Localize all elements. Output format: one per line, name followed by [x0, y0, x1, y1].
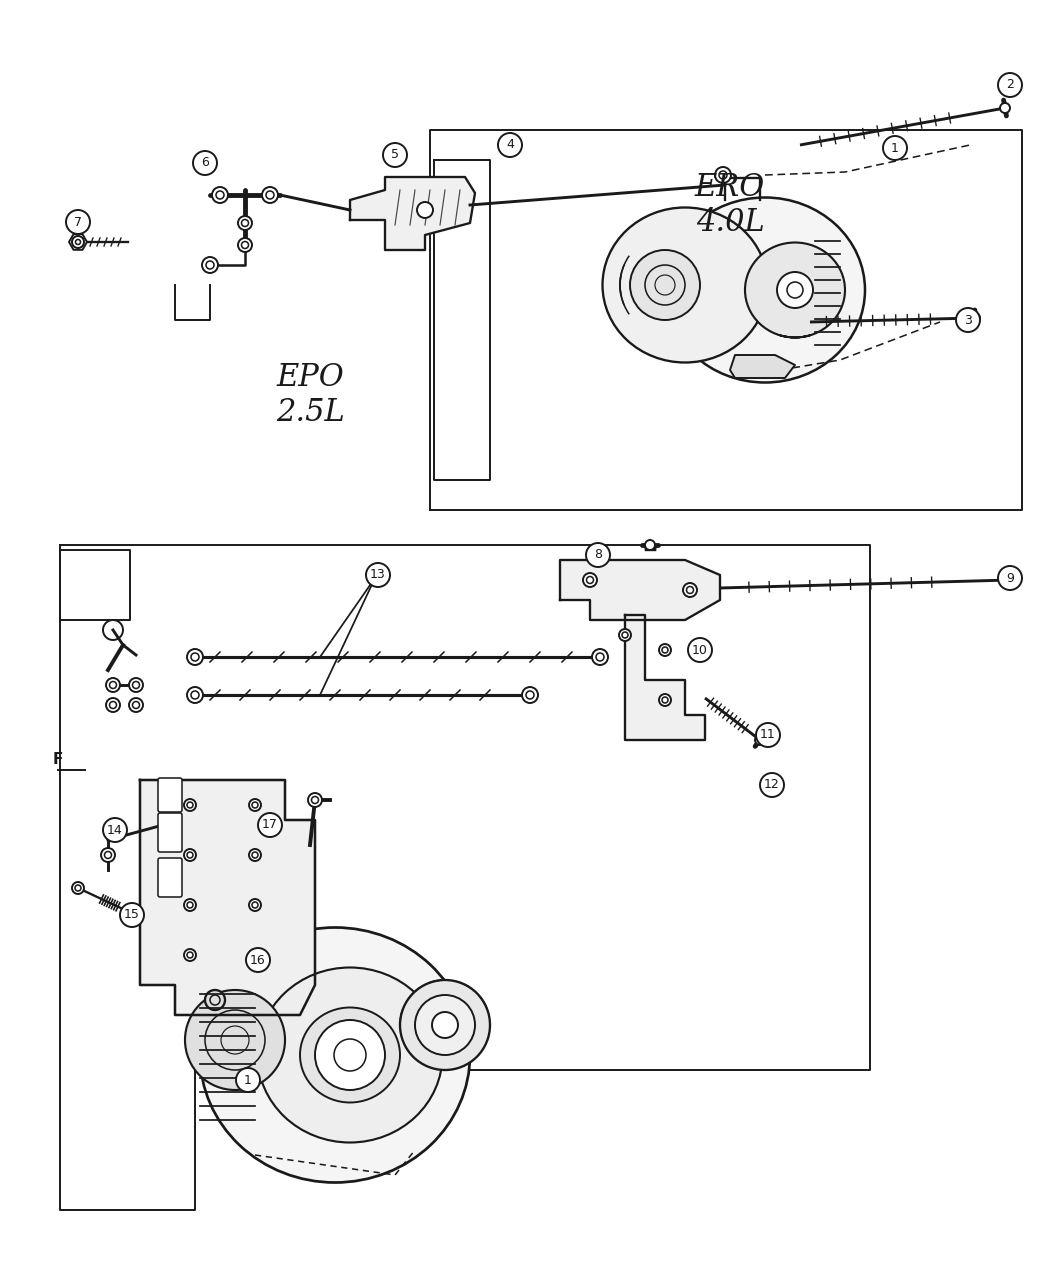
- Circle shape: [120, 903, 144, 927]
- Ellipse shape: [257, 968, 442, 1142]
- Circle shape: [258, 813, 282, 836]
- Circle shape: [205, 989, 225, 1010]
- Text: 14: 14: [107, 824, 123, 836]
- Ellipse shape: [665, 198, 865, 382]
- Circle shape: [249, 799, 261, 811]
- Circle shape: [262, 187, 278, 203]
- Text: 4: 4: [506, 139, 513, 152]
- Circle shape: [400, 980, 490, 1070]
- Circle shape: [185, 989, 285, 1090]
- Circle shape: [238, 215, 252, 230]
- Text: 15: 15: [124, 909, 140, 922]
- Circle shape: [756, 723, 780, 747]
- Circle shape: [755, 734, 765, 745]
- Text: 17: 17: [262, 819, 278, 831]
- Text: 5: 5: [391, 148, 399, 162]
- Polygon shape: [350, 177, 475, 250]
- Circle shape: [415, 994, 475, 1054]
- Circle shape: [187, 687, 203, 703]
- Circle shape: [970, 312, 980, 323]
- Circle shape: [883, 136, 907, 159]
- Circle shape: [187, 649, 203, 666]
- Text: 12: 12: [764, 779, 780, 792]
- Circle shape: [586, 543, 610, 567]
- Circle shape: [998, 73, 1022, 97]
- Text: 13: 13: [370, 569, 386, 581]
- Circle shape: [998, 566, 1022, 590]
- Circle shape: [129, 678, 143, 692]
- Circle shape: [184, 899, 196, 912]
- Ellipse shape: [746, 242, 845, 338]
- Circle shape: [308, 793, 322, 807]
- Circle shape: [659, 694, 671, 706]
- Ellipse shape: [300, 1007, 400, 1103]
- Circle shape: [72, 236, 84, 249]
- Text: 8: 8: [594, 548, 602, 561]
- Circle shape: [101, 848, 116, 862]
- Circle shape: [956, 309, 980, 332]
- Circle shape: [184, 949, 196, 961]
- FancyBboxPatch shape: [158, 858, 182, 898]
- FancyBboxPatch shape: [158, 813, 182, 852]
- Circle shape: [620, 629, 631, 641]
- Circle shape: [249, 849, 261, 861]
- Circle shape: [630, 250, 700, 320]
- FancyBboxPatch shape: [158, 778, 182, 812]
- Text: EPO
2.5L: EPO 2.5L: [275, 362, 344, 428]
- Text: 6: 6: [201, 157, 209, 170]
- Text: 10: 10: [692, 644, 708, 657]
- Circle shape: [777, 272, 813, 309]
- Circle shape: [715, 167, 731, 184]
- Circle shape: [106, 678, 120, 692]
- Text: 11: 11: [760, 728, 776, 742]
- Circle shape: [659, 644, 671, 657]
- Polygon shape: [560, 560, 720, 620]
- Circle shape: [682, 583, 697, 597]
- Circle shape: [184, 799, 196, 811]
- Ellipse shape: [200, 927, 470, 1182]
- Text: 1: 1: [244, 1074, 252, 1086]
- Circle shape: [72, 882, 84, 894]
- Circle shape: [1005, 575, 1015, 585]
- Circle shape: [498, 133, 522, 157]
- Circle shape: [583, 572, 597, 586]
- Text: 9: 9: [1006, 571, 1014, 584]
- Polygon shape: [140, 780, 315, 1015]
- Circle shape: [238, 238, 252, 252]
- Polygon shape: [69, 235, 87, 250]
- Text: 7: 7: [74, 215, 82, 228]
- Circle shape: [212, 187, 228, 203]
- Circle shape: [103, 819, 127, 842]
- Circle shape: [760, 773, 784, 797]
- Circle shape: [249, 899, 261, 912]
- Text: 3: 3: [964, 314, 972, 326]
- Circle shape: [315, 1020, 385, 1090]
- Circle shape: [106, 697, 120, 711]
- Circle shape: [383, 143, 407, 167]
- Circle shape: [202, 258, 218, 273]
- Circle shape: [236, 1068, 260, 1091]
- Polygon shape: [730, 354, 795, 377]
- Circle shape: [417, 201, 433, 218]
- Circle shape: [246, 949, 270, 972]
- Circle shape: [129, 697, 143, 711]
- Polygon shape: [625, 615, 705, 739]
- Circle shape: [1000, 103, 1010, 113]
- Circle shape: [688, 638, 712, 662]
- Ellipse shape: [603, 208, 768, 362]
- Circle shape: [366, 564, 390, 586]
- Text: 16: 16: [250, 954, 266, 966]
- Circle shape: [645, 541, 655, 550]
- Circle shape: [522, 687, 538, 703]
- Text: F: F: [52, 752, 63, 768]
- Text: 2: 2: [1006, 79, 1014, 92]
- Circle shape: [193, 150, 217, 175]
- Circle shape: [66, 210, 90, 235]
- Circle shape: [592, 649, 608, 666]
- Circle shape: [249, 949, 261, 961]
- Circle shape: [432, 1012, 458, 1038]
- Circle shape: [184, 849, 196, 861]
- Text: ERO
4.0L: ERO 4.0L: [695, 172, 765, 238]
- Text: 1: 1: [891, 142, 899, 154]
